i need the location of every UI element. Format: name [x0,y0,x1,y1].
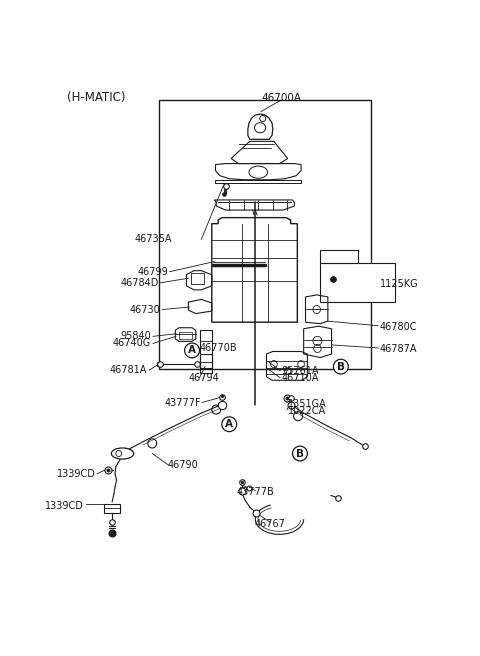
Text: 1022CA: 1022CA [288,406,326,416]
Text: 1351GA: 1351GA [288,399,326,409]
Text: 46787A: 46787A [380,344,418,354]
Text: 1339CD: 1339CD [57,469,96,479]
Ellipse shape [334,359,348,374]
Bar [321,263,395,302]
Text: 46781A: 46781A [110,365,147,375]
Text: 46740G: 46740G [113,338,151,348]
Text: 46794: 46794 [188,373,219,382]
Text: 46700A: 46700A [261,93,301,103]
Text: 46735A: 46735A [134,234,172,244]
Text: 46784D: 46784D [120,277,158,288]
Text: B: B [296,449,304,459]
Bar [321,251,358,263]
Bar [191,273,204,284]
Ellipse shape [292,446,307,461]
Text: 46790: 46790 [168,460,199,470]
Text: 95761A: 95761A [281,365,319,376]
Ellipse shape [185,343,200,358]
Text: 95840: 95840 [120,331,151,341]
Text: 46799: 46799 [137,267,168,277]
Bar [179,332,192,339]
Text: 46780C: 46780C [380,322,418,332]
Ellipse shape [111,448,133,459]
Text: 46767: 46767 [255,520,286,529]
Bar [158,100,371,369]
Text: 46730: 46730 [130,304,160,315]
Text: 1339CD: 1339CD [45,501,84,510]
Text: (H-MATIC): (H-MATIC) [67,91,126,104]
Text: 46770B: 46770B [200,343,237,353]
Text: 43777B: 43777B [237,487,274,497]
Text: A: A [188,346,196,356]
Text: 46710A: 46710A [281,373,319,382]
Ellipse shape [222,417,237,432]
Text: B: B [337,361,345,372]
Text: A: A [225,419,233,429]
Text: 43777F: 43777F [165,398,202,407]
Text: 1125KG: 1125KG [380,279,419,289]
